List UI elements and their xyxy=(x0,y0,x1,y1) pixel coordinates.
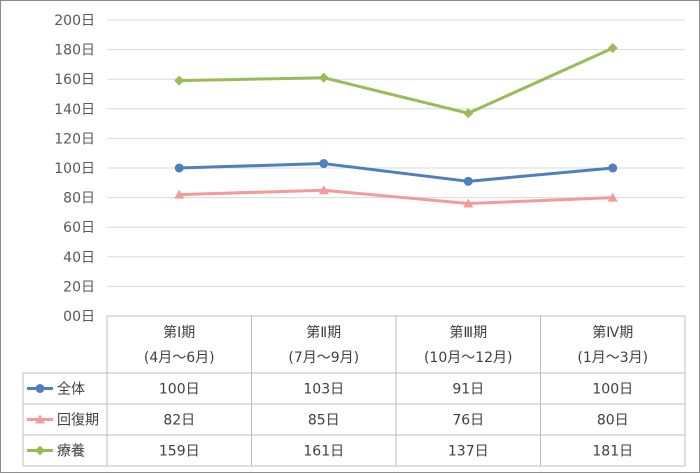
series-3-diamond-marker xyxy=(174,75,185,86)
series-1-table-value: 91日 xyxy=(452,382,484,398)
category-sublabel: (7月～9月) xyxy=(288,350,359,366)
series-2-triangle-marker xyxy=(174,189,185,199)
series-3-diamond-marker xyxy=(607,43,618,54)
category-sublabel: (10月～12月) xyxy=(424,350,513,366)
series-2-line xyxy=(179,188,613,206)
y-tick-label: 20日 xyxy=(63,279,95,295)
series-1-circle-marker xyxy=(463,176,473,186)
y-tick-label: 100日 xyxy=(54,161,95,177)
y-tick-label: 80日 xyxy=(63,191,95,207)
series-3-line xyxy=(179,46,614,115)
category-sublabel: (1月～3月) xyxy=(577,350,648,366)
series-1-table-value: 100日 xyxy=(159,382,200,398)
y-tick-label: 60日 xyxy=(63,220,95,236)
series-3-table-value: 161日 xyxy=(303,444,344,460)
category-label: 第Ⅳ期 xyxy=(592,324,633,341)
category-sublabel: (4月～6月) xyxy=(144,350,215,366)
series-3-legend-name: 療養 xyxy=(57,443,85,460)
y-tick-label: 160日 xyxy=(54,72,95,88)
series-2-table-value: 76日 xyxy=(452,413,484,429)
series-1-legend-name: 全体 xyxy=(57,381,85,398)
series-1-table-value: 100日 xyxy=(592,382,633,398)
series-2-table-value: 80日 xyxy=(597,413,629,429)
series-1-circle-marker xyxy=(608,163,618,173)
category-label: 第Ⅱ期 xyxy=(306,324,341,341)
y-tick-label: 40日 xyxy=(63,250,95,266)
series-1-legend-circle-marker xyxy=(35,384,45,393)
series-2-table-value: 82日 xyxy=(163,413,195,429)
series-1-table-value: 103日 xyxy=(303,382,344,398)
series-2-triangle-marker xyxy=(607,192,618,202)
series-1-circle-marker xyxy=(319,159,329,169)
series-2-legend-name: 回復期 xyxy=(57,412,99,429)
series-3-diamond-marker xyxy=(318,72,329,83)
y-tick-label: 140日 xyxy=(54,102,95,118)
series-3-table-value: 137日 xyxy=(448,444,489,460)
series-2-table-value: 85日 xyxy=(308,413,340,429)
series-1-circle-marker xyxy=(174,163,184,173)
series-2-triangle-marker xyxy=(318,185,329,195)
y-tick-label: 200日 xyxy=(54,13,95,29)
series-1-line xyxy=(179,162,613,183)
series-3-diamond-marker xyxy=(463,108,474,119)
series-3-legend-diamond-marker xyxy=(35,445,45,456)
series-3-table-value: 159日 xyxy=(159,444,200,460)
series-2-triangle-marker xyxy=(463,198,474,208)
y-tick-label: 120日 xyxy=(54,131,95,147)
category-label: 第Ⅰ期 xyxy=(163,324,195,341)
category-label: 第Ⅲ期 xyxy=(449,324,487,341)
y-tick-label: 00日 xyxy=(63,309,95,325)
y-tick-label: 180日 xyxy=(54,43,95,59)
series-3-table-value: 181日 xyxy=(592,444,633,460)
series-2-legend-triangle-marker xyxy=(35,414,45,424)
